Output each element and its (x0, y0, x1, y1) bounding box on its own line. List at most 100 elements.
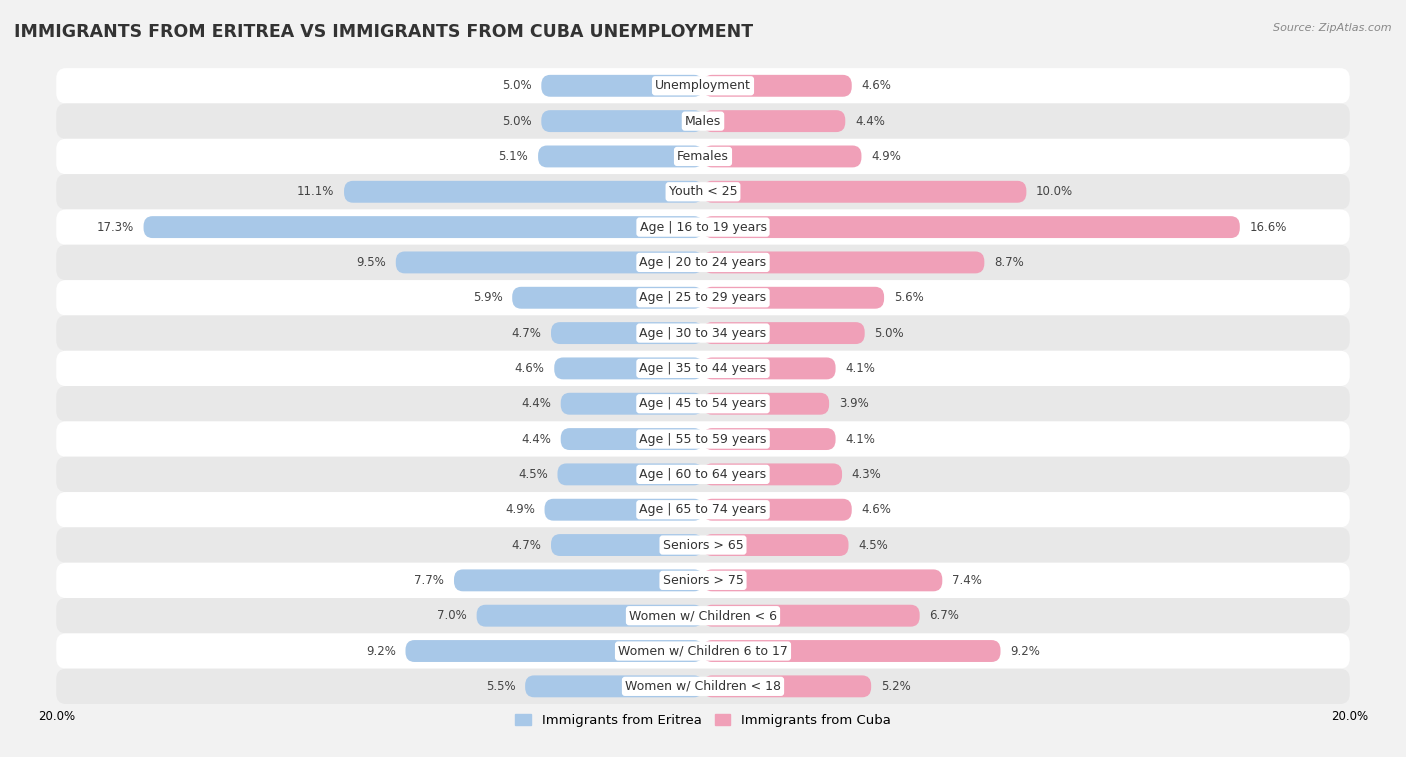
Text: 4.9%: 4.9% (872, 150, 901, 163)
Text: Age | 65 to 74 years: Age | 65 to 74 years (640, 503, 766, 516)
FancyBboxPatch shape (703, 534, 849, 556)
FancyBboxPatch shape (551, 534, 703, 556)
Text: 3.9%: 3.9% (839, 397, 869, 410)
Text: Age | 45 to 54 years: Age | 45 to 54 years (640, 397, 766, 410)
Text: 5.0%: 5.0% (502, 114, 531, 128)
FancyBboxPatch shape (703, 322, 865, 344)
Text: 16.6%: 16.6% (1250, 220, 1286, 234)
FancyBboxPatch shape (703, 463, 842, 485)
Text: Females: Females (678, 150, 728, 163)
FancyBboxPatch shape (541, 111, 703, 132)
FancyBboxPatch shape (56, 316, 1350, 350)
Text: 9.2%: 9.2% (366, 644, 396, 658)
FancyBboxPatch shape (703, 217, 1240, 238)
FancyBboxPatch shape (56, 139, 1350, 174)
FancyBboxPatch shape (526, 675, 703, 697)
Text: IMMIGRANTS FROM ERITREA VS IMMIGRANTS FROM CUBA UNEMPLOYMENT: IMMIGRANTS FROM ERITREA VS IMMIGRANTS FR… (14, 23, 754, 41)
FancyBboxPatch shape (56, 350, 1350, 386)
FancyBboxPatch shape (538, 145, 703, 167)
Text: 4.4%: 4.4% (855, 114, 884, 128)
Text: 5.9%: 5.9% (472, 291, 502, 304)
Text: Source: ZipAtlas.com: Source: ZipAtlas.com (1274, 23, 1392, 33)
FancyBboxPatch shape (396, 251, 703, 273)
Text: Males: Males (685, 114, 721, 128)
FancyBboxPatch shape (56, 68, 1350, 104)
FancyBboxPatch shape (703, 605, 920, 627)
Text: 10.0%: 10.0% (1036, 185, 1073, 198)
Text: 4.9%: 4.9% (505, 503, 534, 516)
Text: 7.4%: 7.4% (952, 574, 981, 587)
FancyBboxPatch shape (56, 528, 1350, 562)
Text: Seniors > 75: Seniors > 75 (662, 574, 744, 587)
Text: Age | 25 to 29 years: Age | 25 to 29 years (640, 291, 766, 304)
FancyBboxPatch shape (56, 668, 1350, 704)
FancyBboxPatch shape (143, 217, 703, 238)
Text: 4.4%: 4.4% (522, 397, 551, 410)
FancyBboxPatch shape (512, 287, 703, 309)
Text: 4.6%: 4.6% (515, 362, 544, 375)
Text: 5.5%: 5.5% (486, 680, 516, 693)
FancyBboxPatch shape (56, 634, 1350, 668)
FancyBboxPatch shape (541, 75, 703, 97)
FancyBboxPatch shape (56, 104, 1350, 139)
Text: 4.6%: 4.6% (862, 503, 891, 516)
FancyBboxPatch shape (703, 111, 845, 132)
Text: 4.1%: 4.1% (845, 432, 875, 446)
FancyBboxPatch shape (703, 640, 1001, 662)
FancyBboxPatch shape (561, 393, 703, 415)
Text: Women w/ Children < 18: Women w/ Children < 18 (626, 680, 780, 693)
Text: 17.3%: 17.3% (97, 220, 134, 234)
FancyBboxPatch shape (703, 145, 862, 167)
Text: Age | 60 to 64 years: Age | 60 to 64 years (640, 468, 766, 481)
Text: Age | 20 to 24 years: Age | 20 to 24 years (640, 256, 766, 269)
Text: 4.3%: 4.3% (852, 468, 882, 481)
FancyBboxPatch shape (56, 174, 1350, 210)
Text: 4.7%: 4.7% (512, 538, 541, 552)
FancyBboxPatch shape (558, 463, 703, 485)
Text: Seniors > 65: Seniors > 65 (662, 538, 744, 552)
Text: Unemployment: Unemployment (655, 79, 751, 92)
FancyBboxPatch shape (703, 675, 872, 697)
Text: 4.6%: 4.6% (862, 79, 891, 92)
Text: Youth < 25: Youth < 25 (669, 185, 737, 198)
Text: 5.2%: 5.2% (880, 680, 911, 693)
Text: 5.6%: 5.6% (894, 291, 924, 304)
Text: 9.2%: 9.2% (1010, 644, 1040, 658)
FancyBboxPatch shape (703, 428, 835, 450)
Text: 5.0%: 5.0% (502, 79, 531, 92)
FancyBboxPatch shape (56, 562, 1350, 598)
FancyBboxPatch shape (344, 181, 703, 203)
FancyBboxPatch shape (551, 322, 703, 344)
Text: 4.5%: 4.5% (858, 538, 889, 552)
FancyBboxPatch shape (56, 422, 1350, 456)
Text: Age | 16 to 19 years: Age | 16 to 19 years (640, 220, 766, 234)
FancyBboxPatch shape (477, 605, 703, 627)
FancyBboxPatch shape (703, 287, 884, 309)
FancyBboxPatch shape (454, 569, 703, 591)
Text: 4.4%: 4.4% (522, 432, 551, 446)
FancyBboxPatch shape (56, 456, 1350, 492)
Text: 5.0%: 5.0% (875, 326, 904, 340)
FancyBboxPatch shape (56, 386, 1350, 422)
FancyBboxPatch shape (561, 428, 703, 450)
Text: 11.1%: 11.1% (297, 185, 335, 198)
FancyBboxPatch shape (56, 280, 1350, 316)
FancyBboxPatch shape (703, 181, 1026, 203)
FancyBboxPatch shape (703, 251, 984, 273)
Text: 8.7%: 8.7% (994, 256, 1024, 269)
Text: Age | 55 to 59 years: Age | 55 to 59 years (640, 432, 766, 446)
FancyBboxPatch shape (56, 210, 1350, 245)
Text: 7.7%: 7.7% (415, 574, 444, 587)
Text: 7.0%: 7.0% (437, 609, 467, 622)
FancyBboxPatch shape (405, 640, 703, 662)
FancyBboxPatch shape (56, 598, 1350, 634)
FancyBboxPatch shape (554, 357, 703, 379)
Text: 6.7%: 6.7% (929, 609, 959, 622)
Text: 4.1%: 4.1% (845, 362, 875, 375)
FancyBboxPatch shape (703, 569, 942, 591)
Text: 4.7%: 4.7% (512, 326, 541, 340)
FancyBboxPatch shape (56, 245, 1350, 280)
Text: 9.5%: 9.5% (356, 256, 387, 269)
FancyBboxPatch shape (703, 393, 830, 415)
Legend: Immigrants from Eritrea, Immigrants from Cuba: Immigrants from Eritrea, Immigrants from… (510, 709, 896, 732)
